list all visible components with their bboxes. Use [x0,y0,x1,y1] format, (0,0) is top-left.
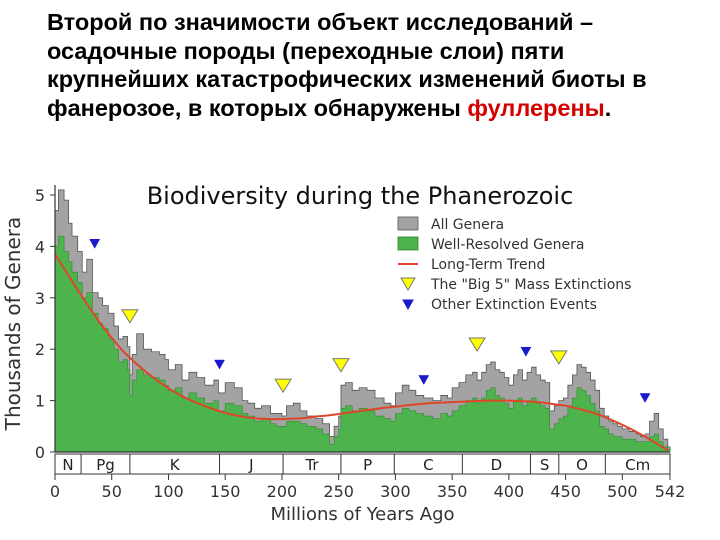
period-label: N [62,456,73,474]
heading-tail: . [604,94,612,121]
x-tick-label: 300 [380,482,411,501]
big5-extinction-marker [468,337,486,353]
period-label: P [363,456,372,474]
y-tick-label: 1 [35,392,45,411]
x-tick-label: 150 [210,482,241,501]
x-tick-label: 200 [267,482,298,501]
period-label: S [540,456,550,474]
y-tick-label: 4 [35,237,45,256]
big5-extinction-marker [332,358,350,373]
y-tick-label: 5 [35,186,45,205]
x-tick-label: 350 [437,482,468,501]
legend-well-resolved-swatch [397,236,419,251]
legend-big5-swatch [400,277,416,291]
big5-extinction-marker [549,350,568,365]
big5-extinction-marker [274,378,292,394]
other-extinction-marker [639,393,651,403]
y-tick-label: 0 [35,443,45,462]
period-label: D [491,456,503,474]
period-label: O [576,456,588,474]
x-tick-label: 450 [550,482,581,501]
period-label: Tr [304,456,319,474]
y-tick-label: 3 [35,289,45,308]
legend-label: Well-Resolved Genera [431,237,584,253]
legend-label: All Genera [431,217,504,233]
long-term-trend-line [54,253,669,452]
other-extinction-marker [418,375,430,385]
all-genera-area [54,189,671,453]
heading-text: Второй по значимости объект исследований… [47,9,647,121]
period-band [54,453,671,475]
x-tick-label: 50 [102,482,122,501]
y-axis-title: Thousands of Genera [1,217,25,432]
legend-label: Other Extinction Events [431,297,597,313]
y-tick-label: 2 [35,340,45,359]
big5-extinction-marker [120,309,139,324]
period-label: C [423,456,433,474]
period-label: J [248,456,253,474]
heading-highlight: фуллерены [467,94,605,121]
well-resolved-area [54,235,671,453]
other-extinction-marker [89,239,101,249]
slide-heading: Второй по значимости объект исследований… [47,8,707,122]
x-tick-label: 400 [494,482,525,501]
legend-other-swatch [402,299,414,311]
x-tick-label: 100 [153,482,184,501]
legend-label: Long-Term Trend [431,257,545,273]
legend-all-genera-swatch [397,216,419,231]
x-tick-label: 500 [607,482,638,501]
x-tick-label: 250 [323,482,354,501]
period-label: K [170,456,181,474]
other-extinction-marker [520,346,532,357]
other-extinction-marker [214,359,225,370]
legend-label: The "Big 5" Mass Extinctions [430,277,631,293]
biodiversity-chart: Biodiversity during the Phanerozoic 0 1 2 3 4… [1,182,686,525]
period-label: Pg [96,456,115,474]
x-axis-title: Millions of Years Ago [270,504,454,525]
chart-title: Biodiversity during the Phanerozoic [147,182,574,210]
x-tick-label: 0 [50,482,60,501]
x-tick-label: 542 [655,482,686,501]
period-label: Cm [625,456,650,474]
